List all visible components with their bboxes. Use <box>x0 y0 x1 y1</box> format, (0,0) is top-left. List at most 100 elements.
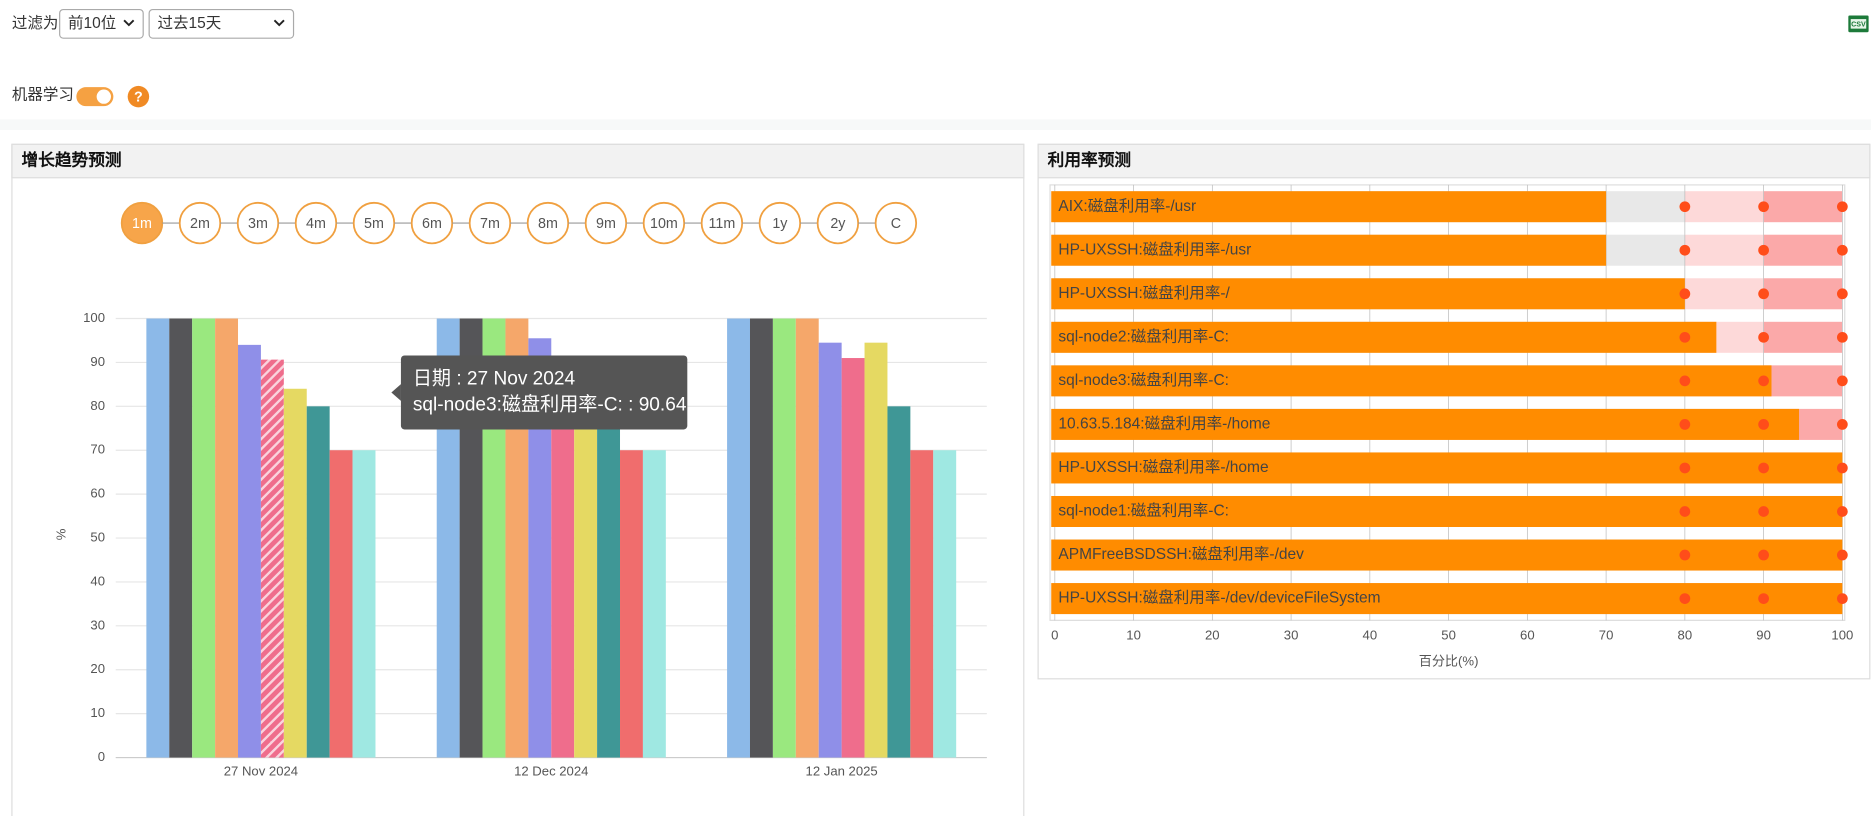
bar <box>1051 452 1843 484</box>
tooltip-arrow <box>391 384 401 401</box>
bar <box>1051 278 1685 310</box>
threshold-dot <box>1679 331 1691 343</box>
threshold-dot <box>1679 462 1691 474</box>
threshold-dot <box>1836 549 1848 561</box>
range-button[interactable]: 3m <box>236 201 280 245</box>
x-axis-label: 百分比(%) <box>1419 654 1479 669</box>
range-button[interactable]: 5m <box>352 201 396 245</box>
period-select-text: 过去15天 <box>158 14 222 32</box>
range-button[interactable]: 6m <box>410 201 454 245</box>
range-band <box>1684 278 1764 310</box>
x-tick-label: 100 <box>1831 627 1853 642</box>
threshold-dot <box>1758 375 1769 387</box>
x-tick-label: 30 <box>1284 627 1299 642</box>
y-tick-label: 50 <box>90 530 105 545</box>
range-label: 6m <box>422 216 442 232</box>
y-tick-label: 60 <box>90 486 105 501</box>
bar <box>642 450 666 758</box>
range-label: 2m <box>190 216 210 232</box>
bar <box>238 344 261 758</box>
range-button[interactable]: C <box>874 201 918 245</box>
separator <box>0 119 1871 131</box>
y-tick-label: 100 <box>83 310 105 325</box>
bar <box>551 358 575 758</box>
bar <box>749 318 773 758</box>
x-tick-label: 90 <box>1756 627 1771 642</box>
threshold-dot <box>1836 288 1848 300</box>
bar-label: HP-UXSSH:磁盘利用率-/home <box>1058 457 1268 476</box>
ml-toggle[interactable] <box>76 87 114 107</box>
range-label: C <box>891 216 901 232</box>
threshold-dot <box>1758 288 1769 300</box>
range-button[interactable]: 8m <box>526 201 570 245</box>
range-button[interactable]: 2y <box>816 201 860 245</box>
bar-label: HP-UXSSH:磁盘利用率-/dev/deviceFileSystem <box>1058 588 1380 607</box>
threshold-dot <box>1836 419 1848 430</box>
bar <box>1051 234 1607 266</box>
x-tick-label: 80 <box>1678 627 1693 642</box>
x-tick-label: 70 <box>1599 627 1614 642</box>
bar-label: AIX:磁盘利用率-/usr <box>1058 196 1196 215</box>
bar-label: HP-UXSSH:磁盘利用率-/ <box>1058 283 1230 302</box>
bar <box>283 388 307 758</box>
help-icon[interactable]: ? <box>127 85 150 108</box>
threshold-dot <box>1679 549 1691 561</box>
tooltip-line: 日期 : 27 Nov 2024 <box>413 367 576 389</box>
range-button[interactable]: 1m <box>120 201 164 245</box>
threshold-dot <box>1679 288 1691 300</box>
bar <box>727 318 750 758</box>
y-tick-label: 10 <box>90 705 105 720</box>
range-button[interactable]: 7m <box>468 201 512 245</box>
bar <box>1051 583 1843 615</box>
y-tick-label: 80 <box>90 398 105 413</box>
y-tick-label: 40 <box>90 573 105 588</box>
bar <box>528 338 552 758</box>
range-band <box>1763 278 1843 310</box>
range-label: 3m <box>248 216 268 232</box>
y-tick-label: 90 <box>90 354 105 369</box>
bar <box>818 342 842 758</box>
threshold-dot <box>1758 331 1769 343</box>
range-button[interactable]: 9m <box>584 201 628 245</box>
threshold-dot <box>1679 593 1691 604</box>
range-button[interactable]: 11m <box>700 201 744 245</box>
threshold-dot <box>1758 201 1769 213</box>
range-label: 11m <box>709 216 736 232</box>
tooltip-box <box>400 355 688 430</box>
range-band <box>1763 321 1843 353</box>
csv-text: CSV <box>1851 20 1866 28</box>
charts: 1m 2m 3m 4m 5m 6m 7m 8m 9m 10m 11m 1y 2y C 0 10 20 30 40 50… <box>54 184 1853 778</box>
x-tick-label: 20 <box>1205 627 1220 642</box>
x-tick-label: 0 <box>1051 627 1058 642</box>
threshold-dot <box>1679 201 1691 213</box>
range-button[interactable]: 1y <box>758 201 802 245</box>
top-select[interactable]: 前10位 <box>59 8 144 39</box>
filter-label: 过滤为 <box>12 14 59 32</box>
range-button[interactable]: 4m <box>294 201 338 245</box>
bar <box>841 358 865 758</box>
range-label: 5m <box>364 216 384 232</box>
csv-export[interactable]: CSV <box>1848 15 1869 33</box>
range-band <box>1763 191 1843 223</box>
ml-label: 机器学习 <box>12 86 74 104</box>
range-circle <box>874 201 918 245</box>
bar <box>933 450 957 758</box>
bar-label: sql-node3:磁盘利用率-C: <box>1058 370 1229 389</box>
x-tick-label: 12 Dec 2024 <box>514 763 588 778</box>
range-button[interactable]: 2m <box>178 201 222 245</box>
panel-title: 利用率预测 <box>1048 149 1131 169</box>
bar <box>620 450 643 758</box>
range-band <box>1763 365 1843 397</box>
threshold-dot <box>1836 201 1848 213</box>
threshold-dot <box>1836 331 1848 343</box>
range-button[interactable]: 10m <box>642 201 686 245</box>
bar <box>597 406 621 758</box>
tooltip-line: sql-node3:磁盘利用率-C: : 90.64 <box>413 394 687 416</box>
range-label: 1m <box>132 216 152 232</box>
threshold-dot <box>1679 244 1691 256</box>
bar <box>772 318 796 758</box>
bar <box>352 450 376 758</box>
period-select[interactable]: 过去15天 <box>148 8 295 39</box>
